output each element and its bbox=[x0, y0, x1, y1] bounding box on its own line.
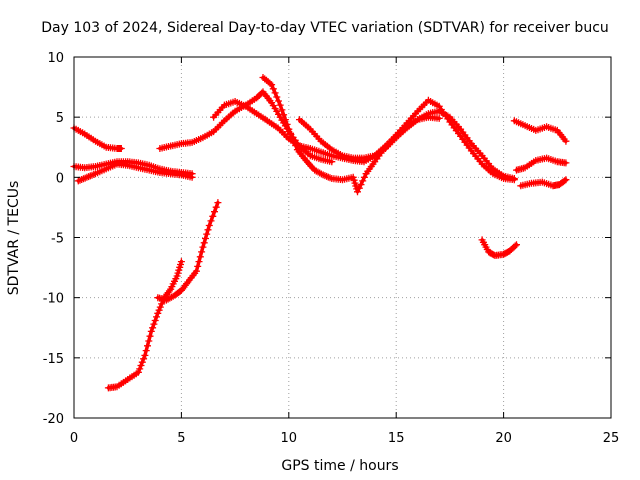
y-tick-label: -10 bbox=[43, 292, 64, 307]
data-point-marker bbox=[562, 137, 570, 145]
data-point-marker bbox=[280, 111, 288, 119]
data-point-marker bbox=[211, 208, 218, 216]
data-point-marker bbox=[273, 93, 281, 101]
data-point-marker bbox=[212, 203, 220, 211]
data-point-marker bbox=[117, 145, 125, 152]
data-point-marker bbox=[137, 362, 145, 369]
data-point-marker bbox=[287, 129, 294, 137]
data-point-marker bbox=[203, 230, 211, 238]
x-tick-label: 10 bbox=[281, 431, 298, 446]
data-point-marker bbox=[268, 81, 276, 89]
data-point-marker bbox=[511, 242, 519, 250]
data-point-marker bbox=[207, 217, 215, 225]
x-tick-label: 25 bbox=[603, 431, 620, 446]
data-point-marker bbox=[145, 337, 153, 345]
data-point-marker bbox=[156, 303, 164, 311]
data-point-marker bbox=[355, 184, 363, 192]
data-point-marker bbox=[141, 351, 149, 359]
data-point-marker bbox=[155, 306, 163, 314]
data-point-marker bbox=[138, 358, 146, 366]
data-point-marker bbox=[134, 368, 142, 376]
data-series-arc10 bbox=[478, 236, 520, 259]
data-point-marker bbox=[198, 248, 206, 256]
data-point-marker bbox=[154, 309, 162, 317]
data-point-marker bbox=[149, 324, 157, 332]
data-point-marker bbox=[153, 313, 160, 321]
data-series-arc9 bbox=[296, 107, 518, 182]
data-point-marker bbox=[562, 176, 570, 184]
data-point-marker bbox=[561, 177, 569, 185]
data-point-marker bbox=[150, 320, 158, 328]
data-point-marker bbox=[199, 243, 207, 251]
y-tick-label: -15 bbox=[43, 352, 64, 367]
data-point-marker bbox=[151, 317, 159, 324]
data-point-marker bbox=[360, 173, 368, 181]
data-point-marker bbox=[278, 106, 286, 114]
data-point-marker bbox=[195, 258, 203, 266]
data-point-marker bbox=[269, 85, 277, 93]
data-point-marker bbox=[192, 267, 200, 275]
data-point-marker bbox=[513, 241, 520, 249]
x-tick-label: 20 bbox=[495, 431, 512, 446]
data-point-marker bbox=[136, 365, 144, 373]
data-series-arc12 bbox=[513, 154, 570, 174]
data-point-marker bbox=[177, 258, 185, 266]
data-point-marker bbox=[357, 181, 365, 189]
data-series-arc13 bbox=[517, 176, 570, 190]
data-point-marker bbox=[140, 355, 148, 363]
data-point-marker bbox=[290, 138, 298, 145]
data-point-marker bbox=[205, 222, 213, 229]
x-tick-label: 5 bbox=[177, 431, 185, 446]
data-point-marker bbox=[196, 253, 204, 261]
y-tick-label: 0 bbox=[56, 171, 64, 186]
data-series-arc11 bbox=[510, 117, 570, 145]
y-tick-label: 10 bbox=[47, 51, 64, 66]
data-series-arc1 bbox=[70, 124, 125, 152]
data-point-marker bbox=[204, 226, 212, 234]
data-point-marker bbox=[562, 159, 570, 167]
data-point-marker bbox=[328, 158, 336, 166]
data-point-marker bbox=[258, 89, 266, 97]
x-tick-label: 15 bbox=[388, 431, 405, 446]
data-point-marker bbox=[142, 347, 150, 355]
data-point-marker bbox=[194, 262, 202, 270]
data-point-marker bbox=[435, 114, 443, 122]
data-point-marker bbox=[271, 89, 279, 97]
data-point-marker bbox=[292, 142, 300, 150]
x-tick-label: 0 bbox=[70, 431, 78, 446]
data-series-arc3 bbox=[74, 160, 196, 185]
data-point-marker bbox=[275, 97, 282, 105]
data-point-marker bbox=[281, 116, 289, 124]
data-point-marker bbox=[359, 177, 367, 185]
y-tick-label: -20 bbox=[43, 412, 64, 427]
x-axis-title: GPS time / hours bbox=[281, 458, 398, 474]
data-point-marker bbox=[147, 327, 155, 335]
data-point-marker bbox=[354, 188, 361, 196]
y-tick-label: -5 bbox=[51, 232, 64, 247]
data-point-marker bbox=[214, 199, 222, 207]
data-series-arc4 bbox=[104, 258, 185, 392]
data-points bbox=[70, 74, 570, 392]
data-point-marker bbox=[188, 173, 196, 181]
data-series-arc5 bbox=[154, 199, 222, 304]
axis-ticks: 0 5 10 15 20 25 10 5 0 -5 -10 -15 -20 bbox=[43, 51, 620, 446]
data-point-marker bbox=[144, 342, 151, 350]
y-axis-title: SDTVAR / TECUs bbox=[6, 181, 22, 296]
data-point-marker bbox=[202, 235, 209, 242]
data-point-marker bbox=[283, 120, 291, 128]
data-point-marker bbox=[510, 175, 518, 182]
data-point-marker bbox=[146, 332, 154, 340]
chart-title: Day 103 of 2024, Sidereal Day-to-day VTE… bbox=[41, 20, 609, 36]
data-point-marker bbox=[209, 212, 217, 220]
data-point-marker bbox=[276, 101, 284, 109]
data-point-marker bbox=[200, 239, 208, 247]
y-tick-label: 5 bbox=[56, 111, 64, 126]
data-point-marker bbox=[285, 125, 293, 133]
data-point-marker bbox=[288, 133, 296, 141]
